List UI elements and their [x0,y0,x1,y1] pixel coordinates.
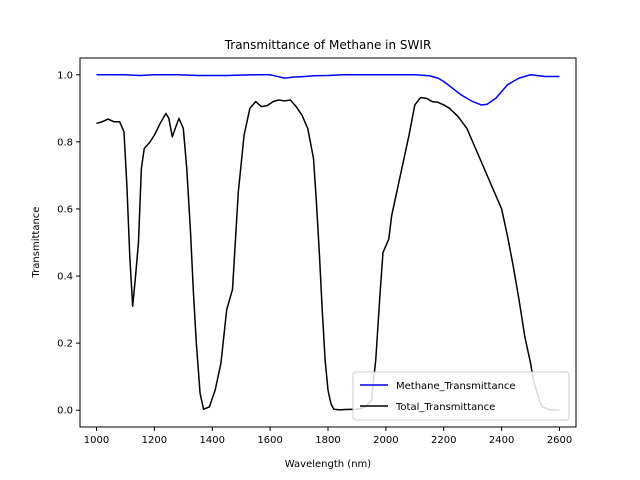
y-tick-label: 1.0 [57,70,73,81]
legend-box [352,371,570,421]
x-tick-label: 2200 [431,435,456,446]
x-tick-label: 1400 [200,435,225,446]
y-tick-label: 0.8 [57,137,73,148]
x-axis-label: Wavelength (nm) [285,459,371,470]
x-tick-label: 2600 [547,435,572,446]
y-tick-label: 0.6 [57,204,73,215]
y-tick-label: 0.2 [57,339,73,350]
x-tick-label: 2000 [373,435,398,446]
y-tick-label: 0.4 [57,272,73,283]
legend-label-methane: Methane_Transmittance [396,381,516,392]
x-tick-label: 1600 [257,435,282,446]
x-axis-ticks: 1000 1200 1400 1600 1800 2000 2200 2400 2600 [84,427,572,446]
axes-frame [79,57,577,428]
legend: Methane_Transmittance Total_Transmittanc… [352,371,570,421]
legend-label-total: Total_Transmittance [395,402,495,413]
y-tick-label: 0.0 [57,406,73,417]
x-tick-label: 2400 [489,435,514,446]
x-tick-label: 1200 [142,435,167,446]
x-tick-label: 1800 [315,435,340,446]
y-axis-label: Transmittance [31,207,42,279]
x-tick-label: 1000 [84,435,109,446]
series-line-methane [96,74,560,106]
y-axis-ticks: 0.0 0.2 0.4 0.6 0.8 1.0 [57,70,80,417]
chart-title: Transmittance of Methane in SWIR [224,38,432,52]
plot-area [96,74,560,411]
series-line-total [96,96,560,411]
